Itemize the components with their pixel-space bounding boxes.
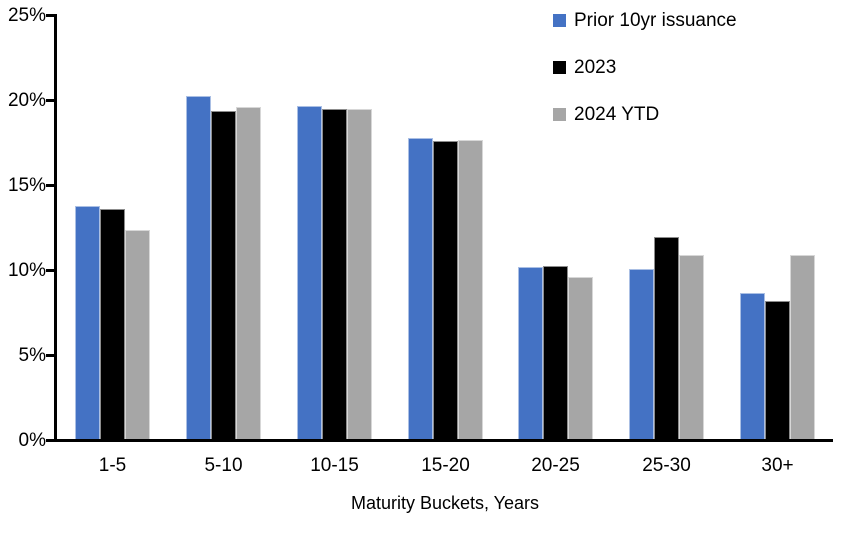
y-tick-label: 5% [18,345,46,366]
legend-label: 2023 [574,57,617,78]
legend-label: Prior 10yr issuance [574,10,737,31]
bar-20-25-series-2 [568,277,593,439]
x-tick-label: 1-5 [98,455,127,476]
bar-5-10-series-1 [211,111,236,439]
bar-20-25-series-1 [543,266,568,439]
bar-1-5-series-1 [100,209,125,439]
y-tick-label: 25% [7,5,46,26]
bar-1-5-series-0 [75,206,100,439]
bar-5-10-series-0 [186,96,211,439]
bar-30+-series-2 [790,255,815,439]
y-tick-mark [46,99,54,102]
legend-swatch [553,61,566,74]
legend-swatch [553,108,566,121]
y-tick-label: 20% [7,90,46,111]
bar-1-5-series-2 [125,230,150,439]
x-tick-label: 5-10 [204,455,243,476]
bar-5-10-series-2 [236,107,261,439]
y-tick-mark [46,14,54,17]
bar-15-20-series-2 [458,140,483,439]
legend-label: 2024 YTD [574,104,660,125]
y-tick-label: 15% [7,175,46,196]
x-tick-label: 30+ [761,455,794,476]
y-tick-mark [46,354,54,357]
bar-30+-series-1 [765,301,790,439]
legend-swatch [553,14,566,27]
legend-item-2: 2024 YTD [553,104,737,126]
x-tick-label: 15-20 [421,455,470,476]
y-tick-mark [46,184,54,187]
x-tick-label: 25-30 [642,455,691,476]
bar-30+-series-0 [740,293,765,439]
y-tick-mark [46,439,54,442]
bar-20-25-series-0 [518,267,543,439]
y-tick-label: 0% [18,430,46,451]
x-tick-label: 10-15 [310,455,359,476]
legend: Prior 10yr issuance 2023 2024 YTD [553,10,737,126]
bar-10-15-series-2 [347,109,372,439]
bar-10-15-series-1 [322,109,347,439]
legend-item-1: 2023 [553,57,737,79]
y-tick-label: 10% [7,260,46,281]
bar-15-20-series-0 [408,138,433,439]
legend-item-0: Prior 10yr issuance [553,10,737,32]
bar-10-15-series-0 [297,106,322,439]
bar-25-30-series-2 [679,255,704,439]
bar-25-30-series-0 [629,269,654,439]
y-axis-line [54,14,57,442]
x-axis-line [54,439,833,442]
bar-15-20-series-1 [433,141,458,439]
x-axis-title: Maturity Buckets, Years [350,493,540,513]
y-tick-mark [46,269,54,272]
x-tick-label: 20-25 [531,455,580,476]
bar-25-30-series-1 [654,237,679,439]
